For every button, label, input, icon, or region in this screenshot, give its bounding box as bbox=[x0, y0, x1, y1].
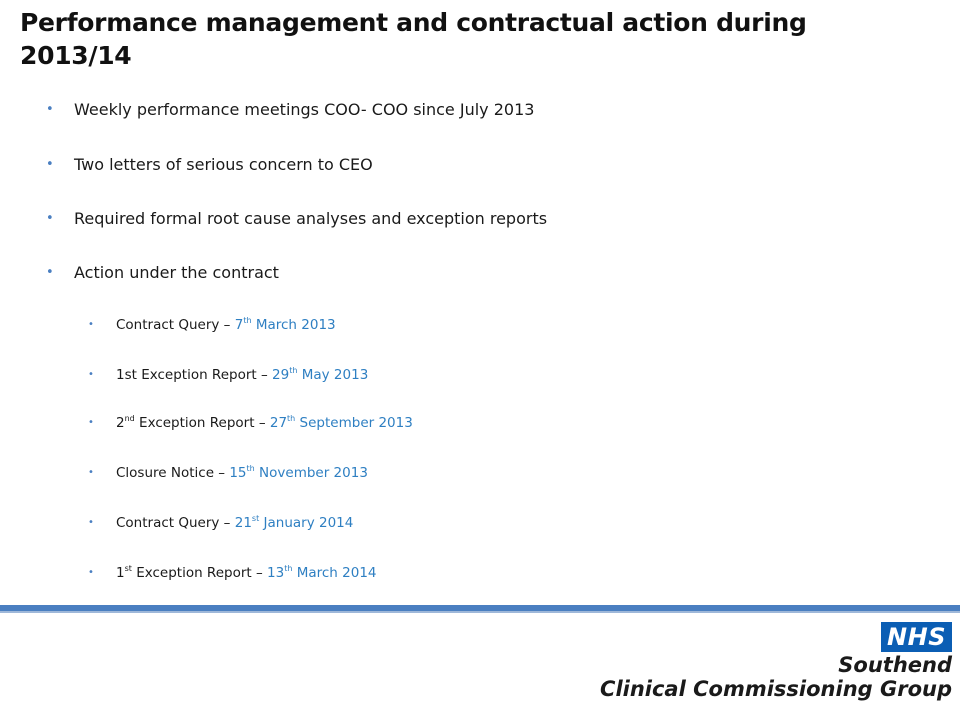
sub-bullet-text: 1st Exception Report – 13th March 2014 bbox=[116, 564, 377, 582]
date-day-suffix: th bbox=[284, 564, 293, 573]
sub-bullet-text: Closure Notice – 15th November 2013 bbox=[116, 464, 368, 482]
bullet-dot-icon: • bbox=[46, 211, 54, 226]
date-day: 21 bbox=[234, 515, 252, 531]
bullet-text: Two letters of serious concern to CEO bbox=[74, 155, 373, 174]
sub-bullet-dot-icon: • bbox=[88, 567, 94, 578]
nhs-badge: NHS bbox=[881, 622, 952, 652]
bullet-text: Action under the contract bbox=[74, 263, 279, 282]
sub-bullet-label: 2 bbox=[116, 415, 125, 431]
sub-bullet-date: 13th March 2014 bbox=[267, 564, 377, 582]
slide-title: Performance management and contractual a… bbox=[20, 8, 807, 70]
sub-bullet-dot-icon: • bbox=[88, 417, 94, 428]
footer-divider-shadow bbox=[0, 611, 960, 613]
footer-divider bbox=[0, 605, 960, 611]
date-day: 13 bbox=[267, 565, 285, 581]
bullet-text: Required formal root cause analyses and … bbox=[74, 209, 548, 228]
date-day-suffix: th bbox=[243, 316, 252, 325]
sub-bullet-label: 1 bbox=[116, 565, 125, 581]
date-rest: May 2013 bbox=[297, 367, 369, 383]
date-rest: March 2013 bbox=[251, 317, 336, 333]
date-rest: January 2014 bbox=[259, 515, 354, 531]
bullet-dot-icon: • bbox=[46, 157, 54, 172]
sub-bullet-text: 1st Exception Report – 29th May 2013 bbox=[116, 366, 368, 384]
sub-bullet-label-tail: Exception Report – bbox=[131, 565, 268, 581]
date-rest: March 2014 bbox=[292, 565, 377, 581]
date-day-suffix: th bbox=[289, 366, 298, 375]
sub-bullet-date: 29th May 2013 bbox=[272, 366, 369, 384]
bullet-text: Weekly performance meetings COO- COO sin… bbox=[74, 100, 535, 119]
sub-bullet-dot-icon: • bbox=[88, 467, 94, 478]
date-day-suffix: st bbox=[251, 514, 260, 523]
sub-bullet-dot-icon: • bbox=[88, 319, 94, 330]
sub-bullet-text: Contract Query – 21st January 2014 bbox=[116, 514, 353, 532]
date-day: 29 bbox=[272, 367, 290, 383]
sub-bullet-date: 27th September 2013 bbox=[269, 414, 413, 432]
nhs-logo: NHS Southend Clinical Commissioning Grou… bbox=[600, 622, 952, 701]
date-rest: November 2013 bbox=[254, 465, 368, 481]
date-day-suffix: th bbox=[246, 464, 255, 473]
date-day: 15 bbox=[229, 465, 247, 481]
sub-bullet-label: Closure Notice – bbox=[116, 465, 230, 481]
date-day: 27 bbox=[269, 415, 288, 431]
sub-bullet-date: 7th March 2013 bbox=[234, 316, 336, 334]
sub-bullet-text: Contract Query – 7th March 2013 bbox=[116, 316, 336, 334]
sub-bullet-dot-icon: • bbox=[88, 369, 94, 380]
org-name-line2: Clinical Commissioning Group bbox=[600, 677, 952, 701]
sub-bullet-dot-icon: • bbox=[88, 517, 94, 528]
date-day-suffix: th bbox=[287, 414, 296, 423]
bullet-dot-icon: • bbox=[46, 265, 54, 280]
sub-bullet-label: Contract Query – bbox=[116, 515, 235, 531]
date-day: 7 bbox=[234, 317, 244, 333]
sub-bullet-date: 15th November 2013 bbox=[229, 464, 368, 482]
sub-bullet-text: 2nd Exception Report – 27th September 20… bbox=[116, 414, 413, 432]
sub-bullet-date: 21st January 2014 bbox=[234, 514, 354, 532]
bullet-dot-icon: • bbox=[46, 102, 54, 117]
sub-bullet-label-tail: Exception Report – bbox=[134, 415, 270, 431]
date-rest: September 2013 bbox=[295, 415, 413, 431]
label-suffix: nd bbox=[124, 414, 135, 423]
sub-bullet-label: 1st Exception Report – bbox=[116, 367, 273, 383]
org-name-line1: Southend bbox=[838, 653, 952, 677]
sub-bullet-label: Contract Query – bbox=[116, 317, 235, 333]
label-suffix: st bbox=[124, 564, 132, 573]
